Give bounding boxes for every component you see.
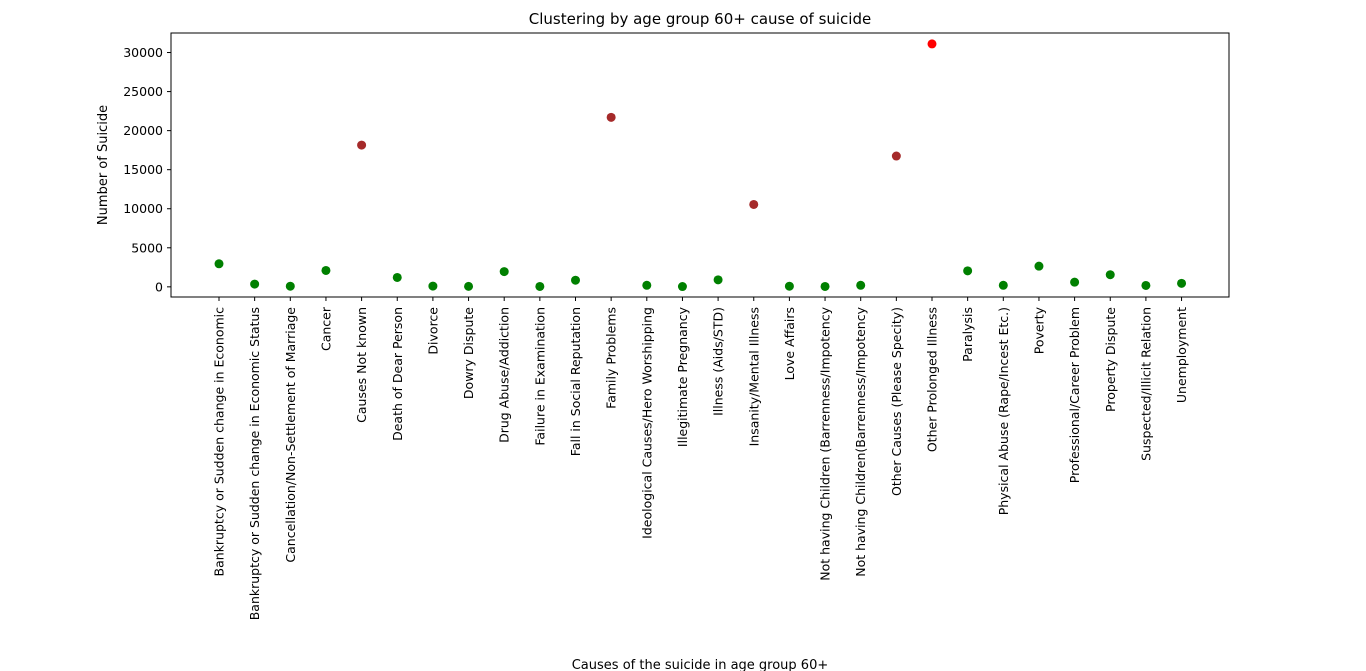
y-tick-label: 5000 (131, 240, 163, 255)
data-point (677, 282, 687, 292)
data-point (1105, 270, 1115, 280)
x-tick-label: Divorce (425, 307, 440, 355)
x-axis-label: Causes of the suicide in age group 60+ (572, 658, 829, 671)
x-tick-label: Unemployment (1174, 307, 1189, 403)
x-tick-label: Physical Abuse (Rape/Incest Etc.) (996, 307, 1011, 515)
x-tick-label: Family Problems (604, 307, 619, 409)
data-point (749, 199, 759, 209)
y-tick-label: 10000 (123, 201, 163, 216)
data-point (535, 281, 545, 291)
data-point (321, 265, 331, 275)
data-point (250, 279, 260, 289)
x-tick-label: Causes Not known (354, 307, 369, 423)
data-point (784, 281, 794, 291)
data-points (214, 39, 1187, 292)
data-point (1034, 261, 1044, 271)
data-point (571, 275, 580, 285)
x-tick-label: Poverty (1031, 306, 1046, 354)
x-axis: Bankruptcy or Sudden change in Economic B… (212, 297, 1189, 620)
x-tick-label: Drug Abuse/Addiction (497, 307, 512, 443)
data-point (963, 266, 973, 276)
data-point (820, 281, 830, 291)
y-axis: 0 5000 10000 15000 20000 25000 30000 (123, 45, 171, 294)
y-tick-label: 15000 (123, 162, 163, 177)
x-tick-label: Not having Children (Barrenness/Impotenc… (818, 306, 833, 580)
x-tick-label: Cancer (318, 306, 333, 351)
data-point (713, 275, 723, 285)
data-point (1070, 277, 1080, 287)
data-point (428, 281, 438, 291)
x-tick-label: Cancellation/Non-Settlement of Marriage (283, 307, 298, 563)
data-point (1141, 280, 1151, 290)
x-tick-label: Illness (Aids/STD) (711, 307, 726, 416)
x-tick-label: Paralysis (960, 307, 975, 362)
data-point (927, 39, 937, 49)
data-point (642, 280, 652, 290)
x-tick-label: Not having Children(Barrenness/Impotency (853, 306, 868, 576)
x-tick-label: Failure in Examination (532, 307, 547, 446)
data-point (1177, 278, 1187, 288)
data-point (499, 267, 509, 277)
data-point (998, 280, 1008, 290)
x-tick-label: Ideological Causes/Hero Worshipping (639, 307, 654, 539)
x-tick-label: Other Prolonged Illness (925, 307, 940, 452)
x-tick-label: Love Affairs (782, 307, 797, 380)
data-point (464, 281, 474, 291)
x-tick-label: Bankruptcy or Sudden change in Economic (212, 307, 227, 577)
x-tick-label: Death of Dear Person (390, 307, 405, 441)
x-tick-label: Insanity/Mental Illness (746, 307, 761, 446)
data-point (214, 259, 224, 269)
x-tick-label: Fall in Social Reputation (568, 307, 583, 456)
x-tick-label: Professional/Career Problem (1067, 307, 1082, 483)
data-point (285, 281, 295, 291)
data-point (357, 140, 367, 150)
x-tick-label: Suspected/Illicit Relation (1138, 307, 1153, 461)
data-point (392, 272, 402, 282)
y-tick-label: 0 (155, 279, 163, 294)
chart-title: Clustering by age group 60+ cause of sui… (529, 10, 871, 28)
x-tick-label: Other Causes (Please Specity) (889, 307, 904, 496)
plot-area (170, 32, 1230, 298)
y-tick-label: 20000 (123, 123, 163, 138)
x-tick-label: Illegitimate Pregnancy (675, 306, 690, 447)
y-tick-label: 30000 (123, 45, 163, 60)
y-tick-label: 25000 (123, 84, 163, 99)
data-point (856, 280, 866, 290)
y-axis-label: Number of Suicide (96, 105, 111, 225)
data-point (606, 112, 616, 122)
data-point (891, 151, 901, 161)
x-tick-label: Bankruptcy or Sudden change in Economic … (247, 307, 262, 620)
x-tick-label: Dowry Dispute (461, 307, 476, 399)
x-tick-label: Property Dispute (1103, 307, 1118, 412)
